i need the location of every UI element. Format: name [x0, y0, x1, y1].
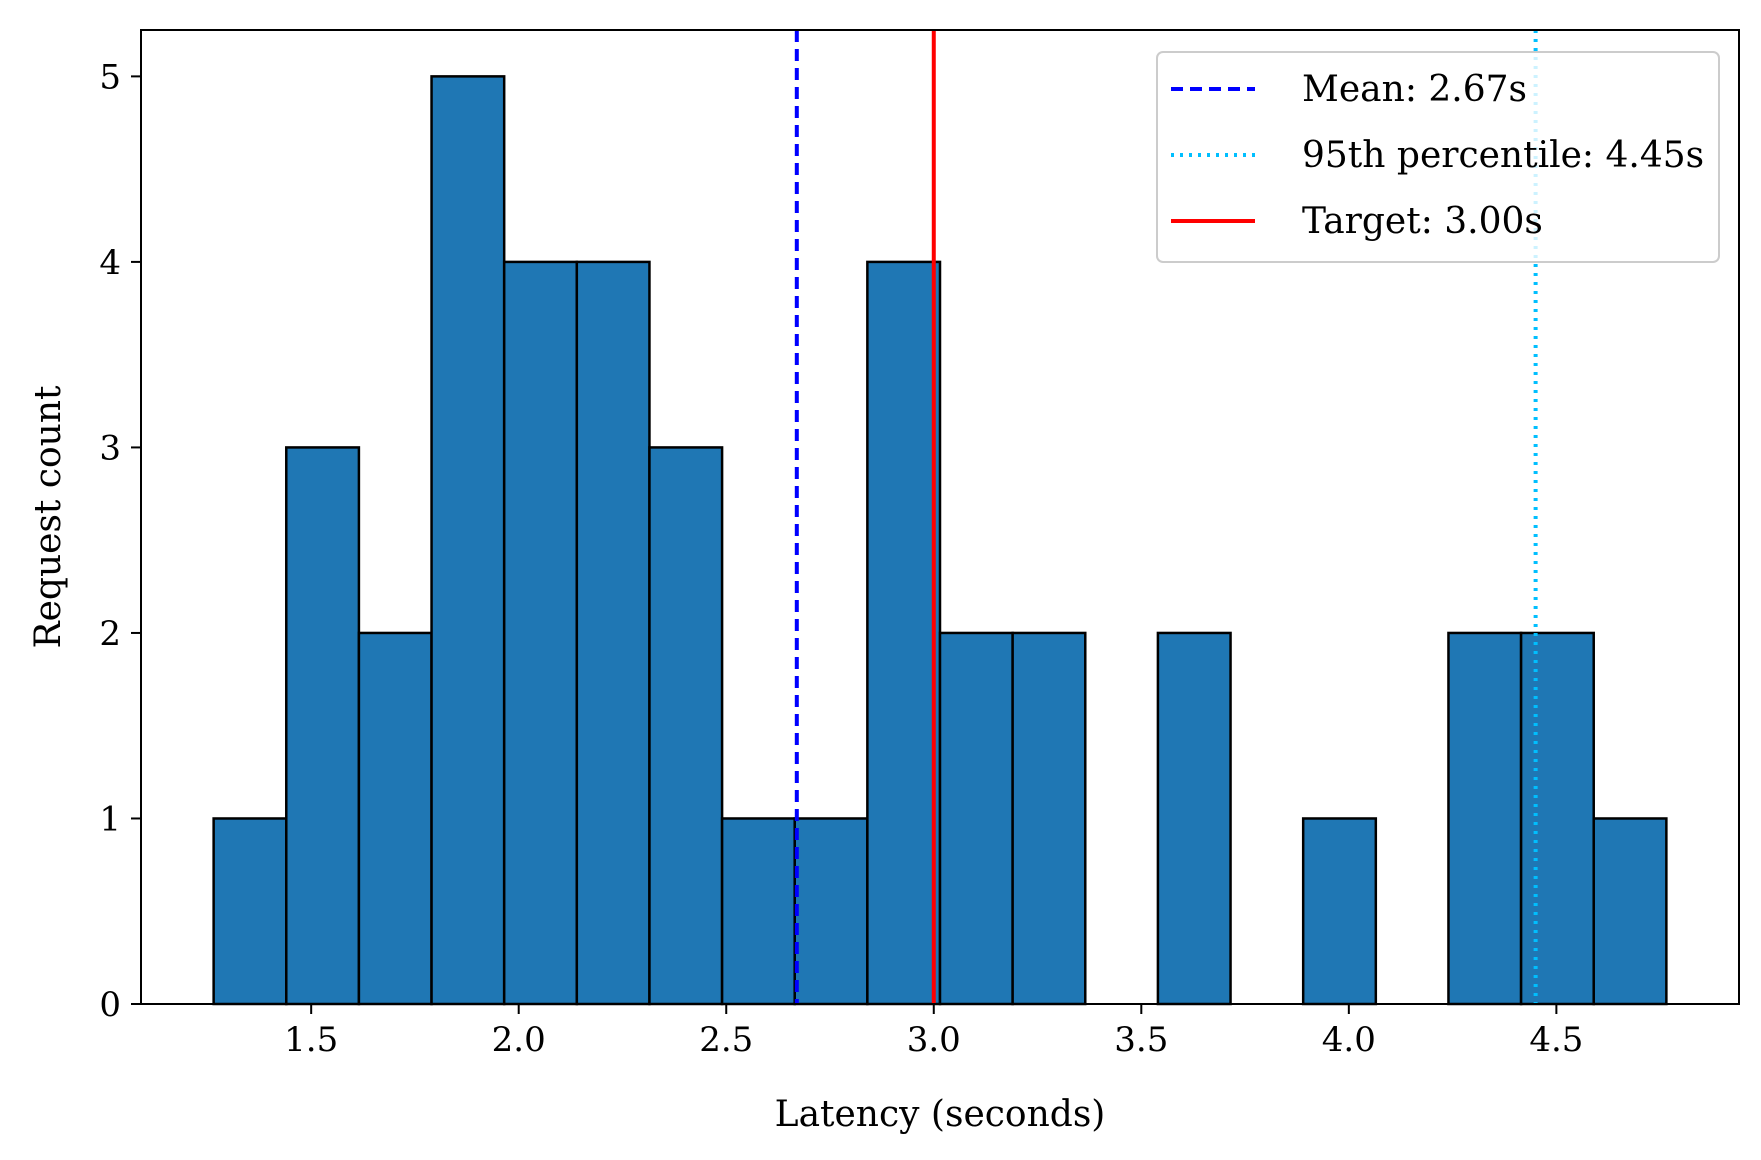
histogram-bar [1156, 631, 1232, 1006]
histogram-bar [502, 260, 579, 1006]
histogram-bar [648, 446, 724, 1006]
x-tick-label: 2.5 [699, 1020, 753, 1060]
legend-label: Target: 3.00s [1302, 201, 1543, 242]
histogram-bar [285, 446, 361, 1006]
x-tick-label: 3.0 [907, 1020, 961, 1060]
y-tick-label: 2 [99, 614, 121, 654]
x-tick-label: 1.5 [284, 1020, 338, 1060]
y-tick-label: 1 [99, 799, 121, 839]
histogram-bar [430, 75, 506, 1006]
y-axis-label: Request count [28, 385, 69, 649]
histogram-bar [1011, 631, 1087, 1006]
y-axis-ticks: 0 1 2 3 4 5 [99, 57, 141, 1025]
histogram-bar [1592, 817, 1668, 1006]
x-tick-label: 2.0 [492, 1020, 546, 1060]
y-tick-label: 3 [99, 428, 121, 468]
histogram-bar [720, 817, 796, 1006]
x-tick-label: 4.5 [1529, 1020, 1583, 1060]
histogram-bar [212, 817, 288, 1006]
histogram-bars [212, 75, 1668, 1006]
histogram-bar [1447, 631, 1523, 1006]
histogram-bar [357, 631, 433, 1006]
y-tick-label: 0 [99, 985, 121, 1025]
x-tick-label: 4.0 [1322, 1020, 1376, 1060]
histogram-bar [793, 817, 869, 1006]
histogram-bar [1301, 817, 1378, 1006]
legend: Mean: 2.67s 95th percentile: 4.45s Target:… [1156, 51, 1720, 263]
legend-box [1156, 51, 1720, 263]
x-tick-label: 3.5 [1114, 1020, 1168, 1060]
x-axis-ticks: 1.5 2.0 2.5 3.0 3.5 4.0 4.5 [284, 1004, 1583, 1060]
histogram-bar [575, 260, 651, 1006]
legend-label: Mean: 2.67s [1302, 69, 1527, 110]
y-tick-label: 4 [99, 243, 121, 283]
legend-label: 95th percentile: 4.45s [1302, 135, 1704, 176]
histogram-bar [866, 260, 942, 1006]
x-axis-label: Latency (seconds) [775, 1094, 1106, 1135]
histogram-bar [938, 631, 1014, 1006]
y-tick-label: 5 [99, 57, 121, 97]
axes-frame [140, 29, 1740, 1005]
histogram-bar [1519, 631, 1595, 1006]
